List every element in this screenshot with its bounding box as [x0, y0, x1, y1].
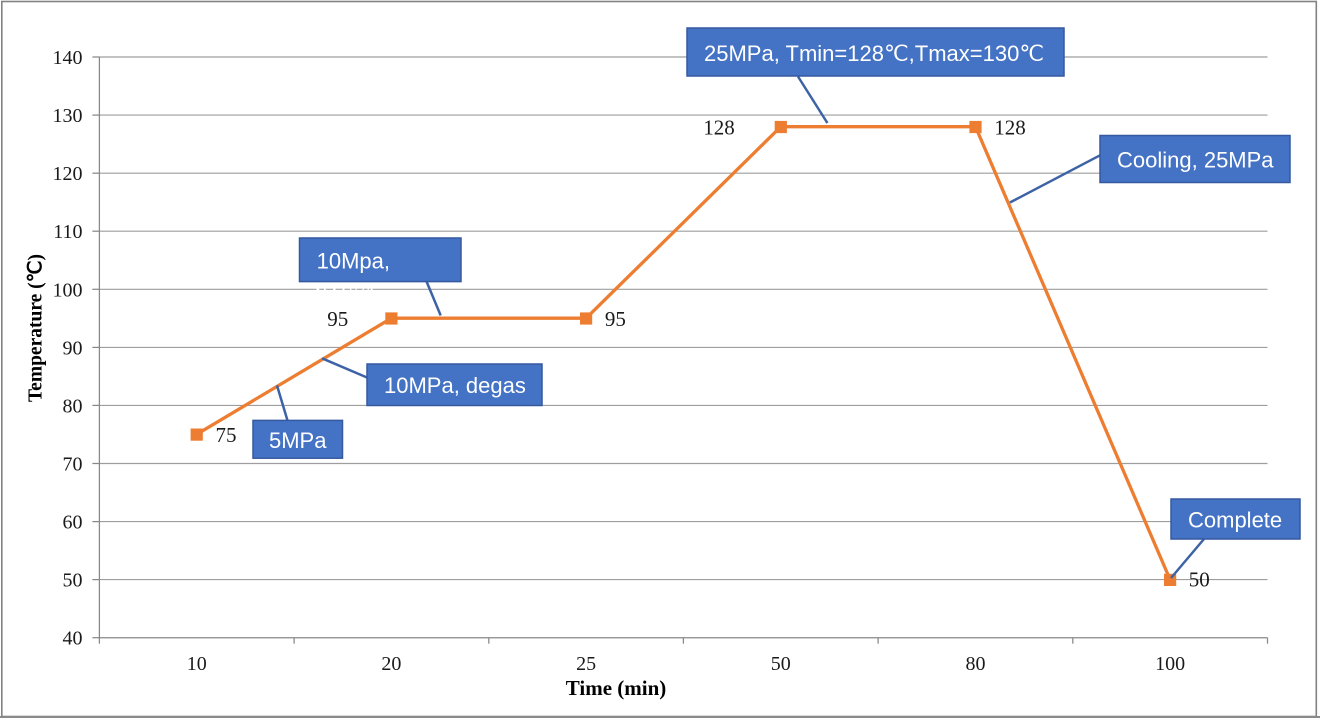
svg-text:70: 70 [63, 454, 83, 476]
svg-text:80: 80 [63, 395, 83, 417]
svg-text:50: 50 [63, 570, 83, 592]
svg-text:120: 120 [53, 163, 83, 185]
svg-text:95: 95 [605, 307, 626, 331]
svg-text:130: 130 [53, 105, 83, 127]
svg-text:Cooling, 25MPa: Cooling, 25MPa [1117, 148, 1274, 173]
svg-text:60: 60 [63, 512, 83, 534]
svg-text:5MPa: 5MPa [269, 428, 327, 453]
svg-text:50: 50 [1189, 568, 1210, 592]
svg-text:10Mpa,: 10Mpa, [317, 248, 390, 273]
svg-text:80: 80 [966, 653, 986, 675]
svg-text:90: 90 [63, 337, 83, 359]
svg-text:10: 10 [187, 653, 207, 675]
svg-text:20: 20 [381, 653, 401, 675]
svg-text:128: 128 [994, 115, 1026, 139]
svg-text:10MPa, degas: 10MPa, degas [384, 373, 526, 398]
svg-text:75: 75 [216, 423, 237, 447]
svg-text:100: 100 [53, 279, 83, 301]
svg-text:Complete: Complete [1188, 508, 1282, 533]
svg-text:25MPa, Tmin=128℃,Tmax=130℃: 25MPa, Tmin=128℃,Tmax=130℃ [704, 41, 1044, 66]
svg-text:140: 140 [53, 47, 83, 69]
svg-text:110: 110 [53, 221, 82, 243]
svg-text:95: 95 [327, 307, 348, 331]
svg-text:100: 100 [1155, 653, 1185, 675]
svg-text:25: 25 [576, 653, 596, 675]
svg-text:40: 40 [63, 628, 83, 650]
svg-text:Time (min): Time (min) [566, 676, 667, 700]
svg-text:50: 50 [771, 653, 791, 675]
svg-text:Temperature (℃): Temperature (℃) [26, 254, 47, 402]
svg-text:128: 128 [703, 115, 735, 139]
